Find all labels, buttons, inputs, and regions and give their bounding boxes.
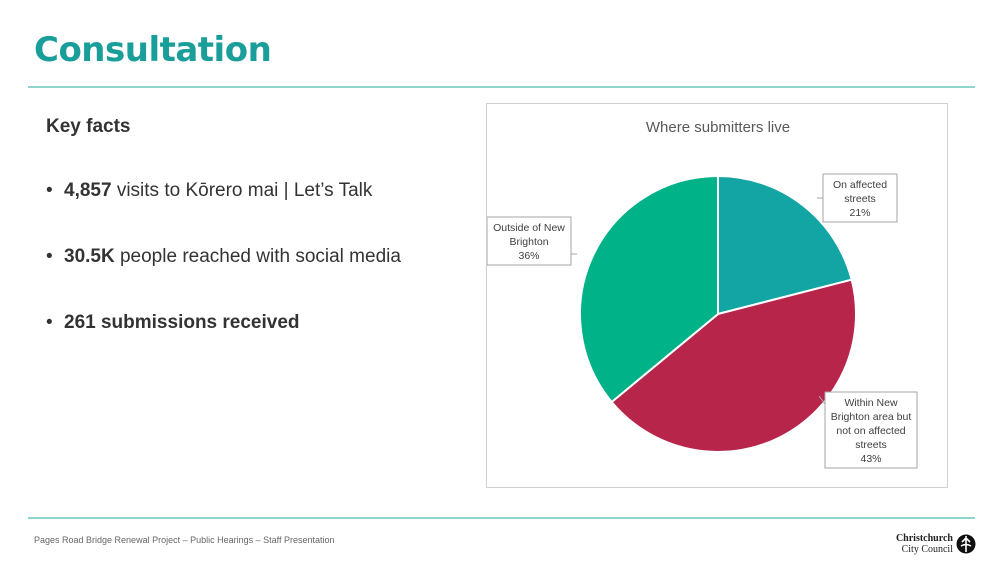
slice-category-label: On affected — [833, 179, 887, 191]
slice-value-label: 36% — [518, 250, 539, 262]
pie-chart: Where submitters live On affected streets… — [486, 103, 948, 488]
fact-item-visits: • 4,857 visits to Kōrero mai | Let’s Talk — [46, 180, 373, 201]
fact-item-social: • 30.5K people reached with social media — [46, 246, 401, 267]
pie-chart-svg: Where submitters live On affected streets… — [487, 119, 918, 469]
fact-item-submissions: • 261 submissions received — [46, 312, 300, 333]
slice-category-label: Within New — [844, 397, 898, 409]
slice-value-label: 43% — [860, 453, 881, 465]
logo-text-line2: City Council — [901, 544, 953, 555]
logo-text-line1: Christchurch — [895, 533, 953, 544]
fact-social-text: people reached with social media — [114, 246, 401, 267]
fact-submissions-value: 261 submissions received — [64, 312, 300, 333]
fact-visits-text: visits to Kōrero mai | Let’s Talk — [111, 180, 373, 201]
slice-category-label: streets — [844, 193, 876, 205]
council-logo-icon — [956, 534, 976, 554]
pie-slice — [610, 278, 857, 453]
pie-slice — [579, 174, 719, 404]
page-title: Consultation — [34, 30, 272, 70]
council-logo: Christchurch City Council — [893, 533, 976, 555]
slice-label-box — [487, 216, 572, 266]
slice-category-label: Brighton area but — [831, 411, 912, 423]
footer-divider — [28, 517, 975, 519]
slice-leader-line — [818, 395, 826, 405]
slice-category-label: Outside of New — [493, 222, 565, 234]
slice-category-label: Brighton — [509, 236, 548, 248]
key-facts-heading: Key facts — [46, 116, 131, 137]
fact-social-value: 30.5K — [64, 246, 115, 267]
slice-label-box — [824, 391, 918, 469]
title-divider — [28, 86, 975, 88]
footer-text: Pages Road Bridge Renewal Project – Publ… — [34, 535, 335, 545]
slice-category-label: streets — [855, 439, 887, 451]
pie-slice — [717, 174, 853, 316]
slice-value-label: 21% — [849, 207, 870, 219]
slice-label-box — [822, 173, 898, 223]
fact-visits-value: 4,857 — [64, 180, 112, 201]
slice-category-label: not on affected — [836, 425, 905, 437]
chart-title: Where submitters live — [646, 119, 790, 136]
